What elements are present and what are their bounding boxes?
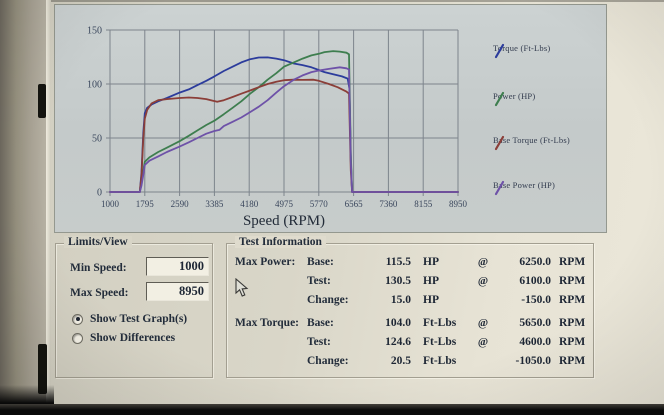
row-value: 115.5 bbox=[385, 255, 411, 268]
row-group-label: Max Power: bbox=[235, 255, 296, 268]
row-kind-label: Change: bbox=[307, 293, 349, 306]
x-tick-label: 7360 bbox=[379, 199, 398, 209]
legend-slash bbox=[494, 180, 505, 196]
legend-label: Base Torque (Ft-Lbs) bbox=[493, 135, 570, 145]
max-speed-input[interactable] bbox=[146, 282, 209, 301]
row-rpm-value: -150.0 bbox=[521, 293, 551, 306]
table-row: Change: 15.0 HP -150.0 RPM bbox=[227, 290, 593, 309]
legend-item-torque: Torque (Ft-Lbs) bbox=[493, 43, 551, 59]
row-unit: HP bbox=[423, 293, 439, 306]
series-line bbox=[109, 78, 459, 193]
x-tick-label: 5770 bbox=[310, 199, 329, 209]
x-tick-label: 1795 bbox=[136, 199, 155, 209]
radio-show-test-graphs-label: Show Test Graph(s) bbox=[90, 313, 188, 325]
legend-slash bbox=[494, 91, 505, 107]
row-unit: Ft-Lbs bbox=[423, 354, 457, 367]
row-rpm-value: -1050.0 bbox=[515, 354, 551, 367]
table-row: Test: 130.5 HP @ 6100.0 RPM bbox=[227, 271, 593, 290]
legend-slash bbox=[494, 135, 505, 151]
row-group-label: Max Torque: bbox=[235, 316, 300, 329]
table-row: Max Torque: Base: 104.0 Ft-Lbs @ 5650.0 … bbox=[227, 313, 593, 332]
x-tick-label: 4180 bbox=[240, 199, 259, 209]
row-value: 20.5 bbox=[390, 354, 411, 367]
bezel-mark bbox=[38, 84, 46, 118]
radio-show-differences-label: Show Differences bbox=[90, 332, 176, 344]
row-rpm-value: 6250.0 bbox=[519, 255, 551, 268]
row-rpm-unit: RPM bbox=[559, 335, 586, 348]
limits-view-title: Limits/View bbox=[64, 236, 132, 248]
y-tick-label: 100 bbox=[87, 80, 102, 91]
legend-item-base-power: Base Power (HP) bbox=[493, 180, 556, 196]
row-at-sign: @ bbox=[477, 274, 489, 287]
legend-item-power: Power (HP) bbox=[493, 91, 536, 107]
row-rpm-value: 4600.0 bbox=[519, 335, 551, 348]
row-kind-label: Base: bbox=[307, 255, 334, 268]
x-tick-label: 8950 bbox=[449, 199, 468, 209]
radio-unselected-icon[interactable] bbox=[72, 332, 83, 344]
row-value: 130.5 bbox=[385, 274, 411, 287]
row-rpm-unit: RPM bbox=[559, 354, 586, 367]
x-tick-label: 2590 bbox=[171, 199, 190, 209]
row-kind-label: Change: bbox=[307, 354, 349, 367]
mouse-cursor-icon bbox=[235, 278, 249, 297]
row-kind-label: Test: bbox=[307, 274, 331, 287]
row-rpm-unit: RPM bbox=[559, 293, 586, 306]
table-row: Change: 20.5 Ft-Lbs -1050.0 RPM bbox=[227, 351, 593, 370]
row-kind-label: Base: bbox=[307, 316, 334, 329]
test-information-rows: Max Power: Base: 115.5 HP @ 6250.0 RPM T… bbox=[227, 252, 593, 370]
dyno-chart-panel: 0 50 100 150 1000 1795 2590 3385 4180 4975 5770 656… bbox=[54, 4, 607, 233]
y-tick-label: 50 bbox=[92, 134, 102, 145]
row-unit: HP bbox=[423, 255, 439, 268]
legend-label: Base Power (HP) bbox=[493, 180, 556, 190]
row-rpm-value: 6100.0 bbox=[519, 274, 551, 287]
screen-edge-highlight bbox=[46, 0, 51, 405]
radio-selected-icon[interactable] bbox=[72, 313, 83, 325]
series-line bbox=[109, 50, 459, 193]
min-speed-input[interactable] bbox=[146, 257, 209, 276]
row-rpm-unit: RPM bbox=[559, 255, 586, 268]
radio-show-test-graphs[interactable]: Show Test Graph(s) bbox=[72, 313, 187, 325]
x-tick-label: 8155 bbox=[414, 199, 433, 209]
legend-label: Torque (Ft-Lbs) bbox=[493, 43, 551, 53]
app-screen: 0 50 100 150 1000 1795 2590 3385 4180 4975 5770 656… bbox=[50, 0, 664, 405]
row-at-sign: @ bbox=[477, 316, 489, 329]
row-unit: Ft-Lbs bbox=[423, 316, 457, 329]
x-tick-label: 3385 bbox=[205, 199, 224, 209]
y-tick-label: 150 bbox=[87, 26, 102, 37]
test-information-groupbox: Test Information Max Power: Base: 115.5 … bbox=[226, 236, 594, 378]
min-speed-label: Min Speed: bbox=[70, 262, 127, 274]
bezel-mark bbox=[38, 344, 47, 394]
series-line bbox=[109, 66, 459, 193]
monitor-bottom-bezel bbox=[0, 404, 664, 415]
row-rpm-value: 5650.0 bbox=[519, 316, 551, 329]
table-row: Test: 124.6 Ft-Lbs @ 4600.0 RPM bbox=[227, 332, 593, 351]
row-at-sign: @ bbox=[477, 335, 489, 348]
row-value: 104.0 bbox=[385, 316, 411, 329]
x-tick-label: 1000 bbox=[101, 199, 120, 209]
x-tick-label: 6565 bbox=[345, 199, 364, 209]
row-unit: Ft-Lbs bbox=[423, 335, 457, 348]
chart-plot: 0 50 100 150 1000 1795 2590 3385 4180 4975 5770 656… bbox=[87, 26, 468, 230]
limits-view-groupbox: Limits/View Min Speed: Max Speed: Show T… bbox=[55, 236, 213, 378]
legend-slash bbox=[494, 43, 505, 59]
x-axis-label: Speed (RPM) bbox=[243, 213, 325, 229]
row-unit: HP bbox=[423, 274, 439, 287]
row-kind-label: Test: bbox=[307, 335, 331, 348]
row-rpm-unit: RPM bbox=[559, 316, 586, 329]
row-value: 15.0 bbox=[390, 293, 411, 306]
x-tick-label: 4975 bbox=[275, 199, 294, 209]
legend-item-base-torque: Base Torque (Ft-Lbs) bbox=[493, 135, 570, 151]
legend-label: Power (HP) bbox=[493, 91, 536, 101]
table-row: Max Power: Base: 115.5 HP @ 6250.0 RPM bbox=[227, 252, 593, 271]
row-value: 124.6 bbox=[385, 335, 411, 348]
max-speed-label: Max Speed: bbox=[70, 287, 129, 299]
row-rpm-unit: RPM bbox=[559, 274, 586, 287]
row-at-sign: @ bbox=[477, 255, 489, 268]
y-tick-label: 0 bbox=[97, 188, 102, 199]
radio-show-differences[interactable]: Show Differences bbox=[72, 332, 175, 344]
test-information-title: Test Information bbox=[235, 236, 326, 248]
